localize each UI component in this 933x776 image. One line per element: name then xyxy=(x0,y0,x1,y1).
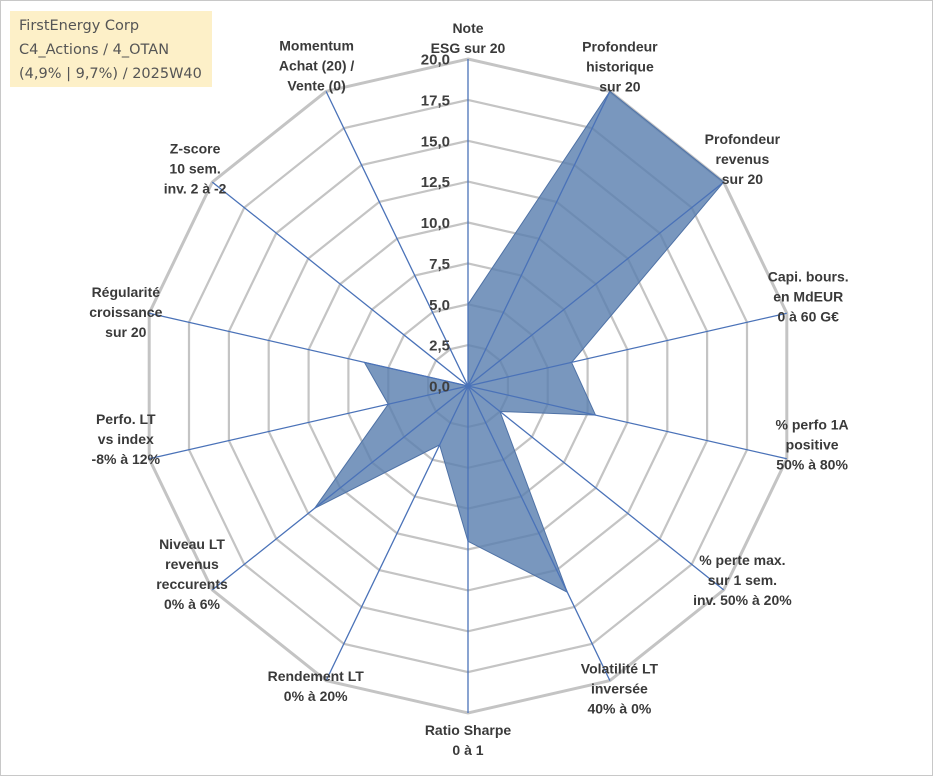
axis-label: % perte max. sur 1 sem. inv. 50% à 20% xyxy=(693,552,792,608)
axis-label: Ratio Sharpe 0 à 1 xyxy=(425,722,512,758)
tick-label: 5,0 xyxy=(429,297,450,314)
portfolio-path: C4_Actions / 4_OTAN xyxy=(19,42,170,58)
axis-label: Régularité croissance sur 20 xyxy=(89,284,162,340)
tick-layer: 0,0 2,5 5,0 7,5 10,0 12,5 15,0 17,5 20,0 xyxy=(421,52,450,396)
axis-spoke xyxy=(149,385,469,460)
series-area xyxy=(314,90,725,594)
axis-label: Z-score 10 sem. inv. 2 à -2 xyxy=(164,140,227,196)
axis-label: Perfo. LT vs index -8% à 12% xyxy=(92,411,161,467)
info-box: FirstEnergy Corp C4_Actions / 4_OTAN (4,… xyxy=(10,11,212,87)
axis-label: Momentum Achat (20) / Vente (0) xyxy=(279,38,355,94)
tick-label: 15,0 xyxy=(421,133,450,150)
axis-spoke xyxy=(467,91,611,387)
company-name: FirstEnergy Corp xyxy=(19,18,140,34)
tick-label: 2,5 xyxy=(429,338,450,355)
axis-spoke xyxy=(149,312,469,387)
axis-spoke xyxy=(325,91,469,387)
tick-label: 7,5 xyxy=(429,256,450,273)
axis-label: Note ESG sur 20 xyxy=(431,20,506,56)
axis-spoke xyxy=(211,181,469,387)
axis-label: Profondeur revenus sur 20 xyxy=(705,131,781,187)
axis-label: Profondeur historique sur 20 xyxy=(582,39,658,95)
tick-label: 12,5 xyxy=(421,174,450,191)
axis-label: % perfo 1A positive 50% à 80% xyxy=(776,417,849,473)
spoke-layer xyxy=(149,59,787,713)
series-layer xyxy=(314,90,725,594)
axis-spoke xyxy=(325,385,469,681)
tick-label: 10,0 xyxy=(421,215,450,232)
tick-label: 0,0 xyxy=(429,379,450,396)
label-layer: Note ESG sur 20 Profondeur historique sur 20… xyxy=(89,20,848,758)
axis-spoke xyxy=(467,181,725,387)
performance-week: (4,9% | 9,7%) / 2025W40 xyxy=(19,66,202,82)
axis-label: Volatilité LT inversée 40% à 0% xyxy=(581,660,659,716)
axis-label: Capi. bours. en MdEUR 0 à 60 G€ xyxy=(768,268,849,324)
axis-spoke xyxy=(467,312,787,387)
axis-label: Niveau LT revenus reccurents 0% à 6% xyxy=(156,536,228,612)
axis-label: Rendement LT 0% à 20% xyxy=(268,668,365,704)
axis-spoke xyxy=(467,385,787,460)
tick-label: 20,0 xyxy=(421,52,450,69)
axis-spoke xyxy=(467,385,725,591)
axis-spoke xyxy=(467,385,611,681)
axis-spoke xyxy=(211,385,469,591)
tick-label: 17,5 xyxy=(421,92,450,109)
